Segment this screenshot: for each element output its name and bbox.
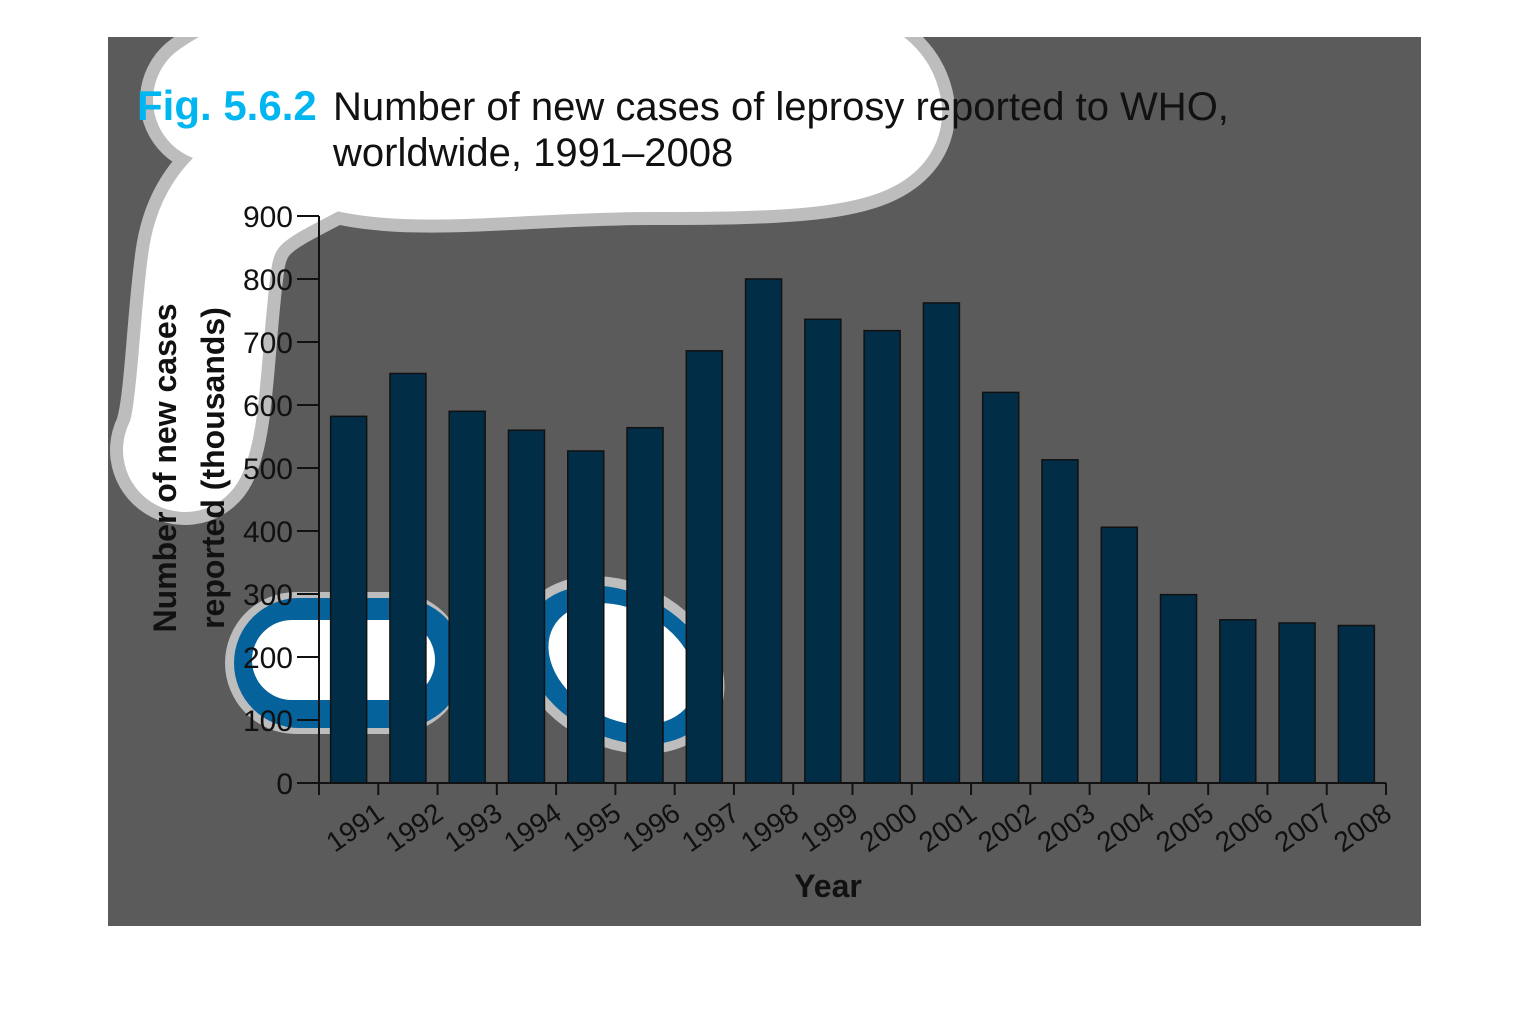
- y-tick-label: 800: [243, 264, 293, 297]
- x-axis-title: Year: [794, 868, 862, 904]
- bar-series: [329, 278, 1376, 784]
- figure-title-line2: worldwide, 1991–2008: [332, 131, 733, 175]
- bar-2002: [981, 391, 1020, 784]
- y-tick-label: 0: [276, 768, 293, 801]
- y-axis-ticks: 0 100 200 300 400 500 600 700 800 900: [243, 201, 319, 801]
- figure-label: Fig. 5.6.2: [137, 82, 317, 129]
- bar-2007: [1278, 622, 1316, 784]
- bar-2006: [1219, 619, 1257, 784]
- bar-2005: [1159, 593, 1198, 784]
- y-axis-title-line1: Number of new cases: [147, 304, 183, 633]
- bar-1999: [804, 318, 842, 784]
- y-tick-label: 900: [243, 201, 293, 234]
- y-tick-label: 500: [243, 453, 293, 486]
- bar-1996: [626, 426, 664, 784]
- scribble-overlay: [110, 37, 955, 525]
- y-tick-label: 300: [243, 579, 293, 612]
- bar-2001: [922, 302, 961, 784]
- bar-1997: [685, 350, 724, 784]
- bar-1998: [744, 278, 783, 784]
- bar-2008: [1337, 624, 1376, 784]
- bar-1991: [329, 415, 368, 784]
- bar-1993: [448, 410, 486, 784]
- y-tick-label: 200: [243, 642, 293, 675]
- bar-1992: [389, 372, 427, 784]
- y-tick-label: 600: [243, 390, 293, 423]
- bar-1995: [567, 450, 605, 784]
- y-tick-label: 100: [243, 705, 293, 738]
- y-tick-label: 400: [243, 516, 293, 549]
- y-tick-label: 700: [243, 327, 293, 360]
- bar-1994: [507, 429, 546, 784]
- scribble-fill: [123, 37, 942, 512]
- bar-2003: [1041, 459, 1079, 784]
- bar-2000: [863, 329, 901, 784]
- figure-title-line1: Number of new cases of leprosy reported …: [333, 85, 1229, 129]
- y-axis-title-line2: reported (thousands): [195, 307, 231, 629]
- bar-2004: [1100, 526, 1138, 784]
